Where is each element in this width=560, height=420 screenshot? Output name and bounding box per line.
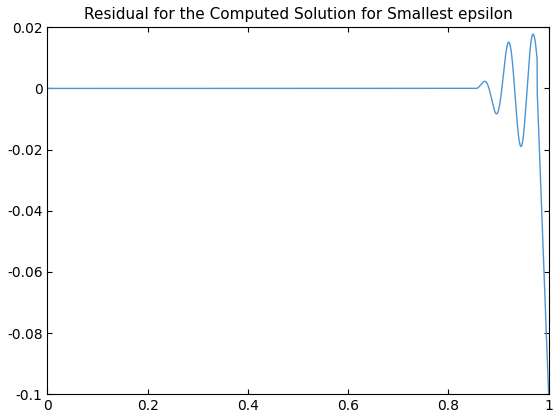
Title: Residual for the Computed Solution for Smallest epsilon: Residual for the Computed Solution for S…	[83, 7, 512, 22]
